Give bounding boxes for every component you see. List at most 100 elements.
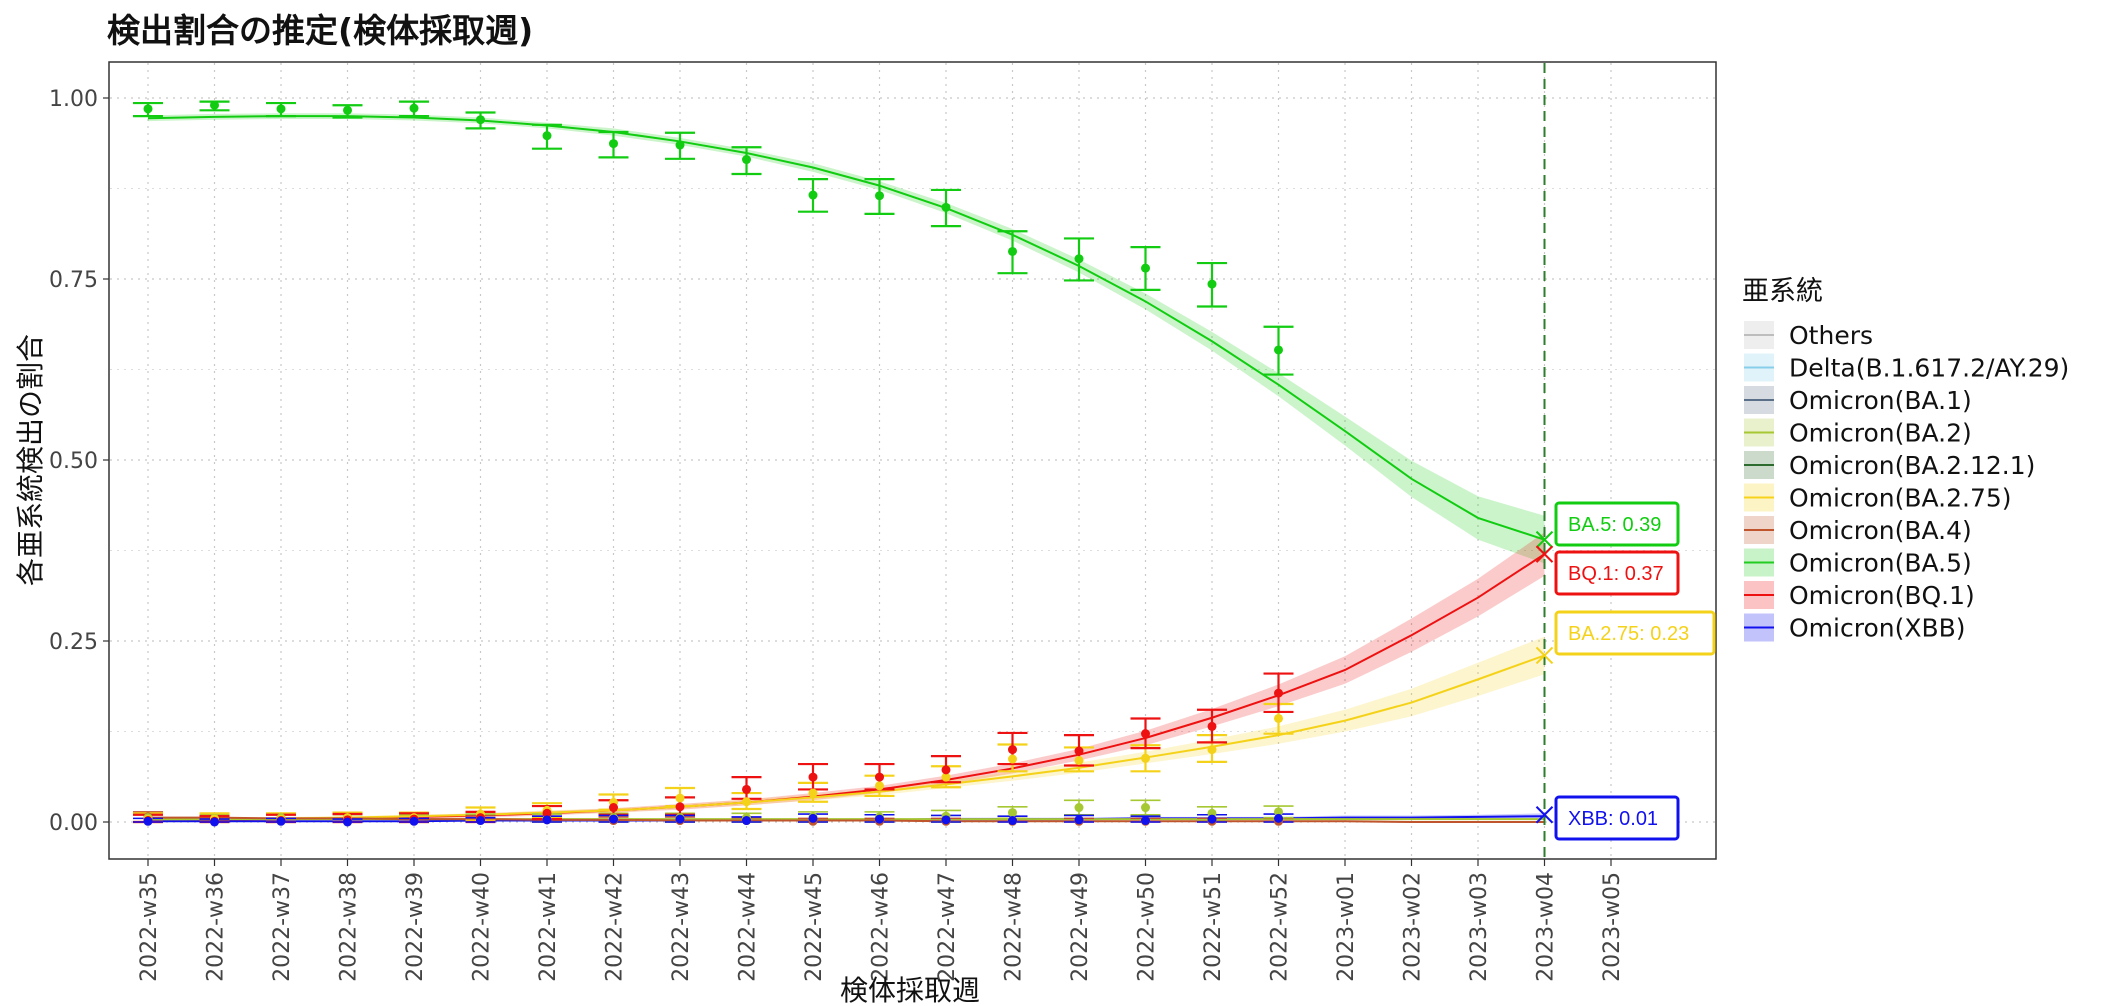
point-Omicron(BA.2.75): [675, 793, 685, 803]
point-Omicron(XBB): [143, 816, 153, 826]
point-Omicron(BA.2): [1074, 803, 1084, 813]
point-Omicron(XBB): [542, 815, 552, 825]
x-tick-label: 2023-w02: [1401, 872, 1426, 982]
point-Omicron(BQ.1): [808, 772, 818, 782]
legend-label: Delta(B.1.617.2/AY.29): [1789, 354, 2069, 383]
point-Omicron(BA.5): [609, 139, 618, 149]
x-tick-label: 2022-w42: [603, 872, 628, 982]
annotation-text: BA.2.75: 0.23: [1568, 623, 1689, 645]
point-Omicron(BQ.1): [1207, 721, 1217, 731]
point-Omicron(XBB): [210, 817, 219, 827]
point-Omicron(BA.5): [675, 140, 685, 150]
point-Omicron(BA.2.75): [941, 772, 951, 782]
point-Omicron(BA.5): [476, 115, 485, 125]
point-Omicron(BA.2): [1141, 803, 1150, 813]
annotation-BA.2.75: 0.23: BA.2.75: 0.23: [1554, 610, 1716, 656]
legend-label: Others: [1789, 321, 1873, 350]
legend-label: Omicron(BA.2.12.1): [1789, 451, 2035, 480]
point-Omicron(BA.5): [143, 104, 153, 114]
point-Omicron(BA.5): [409, 103, 419, 113]
y-tick-label: 0.50: [49, 449, 98, 474]
point-Omicron(XBB): [343, 817, 352, 827]
annotation-box: [1554, 550, 1680, 596]
point-Omicron(BA.5): [1274, 345, 1283, 355]
annotation-XBB: 0.01: XBB: 0.01: [1554, 795, 1680, 841]
x-tick-label: 2022-w35: [137, 872, 162, 982]
point-Omicron(BQ.1): [542, 808, 552, 818]
point-Omicron(BA.2.75): [742, 797, 751, 807]
annotation-BA.5: 0.39: BA.5: 0.39: [1554, 501, 1680, 547]
plot-panel: [108, 61, 1717, 860]
x-tick-label: 2022-w36: [204, 872, 229, 982]
point-Omicron(BQ.1): [1141, 729, 1150, 739]
legend-label: Omicron(BA.5): [1789, 549, 1972, 578]
y-tick-label: 1.00: [49, 87, 98, 112]
legend-label: Omicron(BQ.1): [1789, 581, 1975, 610]
x-tick-label: 2022-w43: [669, 872, 694, 982]
x-marker-stroke: [1535, 545, 1554, 563]
point-Omicron(XBB): [675, 814, 685, 824]
legend-key-Omicron(BA.5): [1744, 548, 1774, 577]
point-Omicron(XBB): [941, 815, 951, 825]
point-Omicron(BQ.1): [742, 784, 751, 794]
x-tick-label: 2022-w44: [736, 872, 761, 982]
y-tick-label: 0.00: [49, 811, 98, 836]
x-tick-label: 2022-w41: [536, 872, 561, 982]
annotation-text: BQ.1: 0.37: [1568, 563, 1664, 585]
point-Omicron(BQ.1): [675, 802, 685, 812]
point-Omicron(BA.5): [875, 191, 884, 201]
point-Omicron(BA.5): [941, 202, 951, 212]
y-axis-ticks: 1.00 0.75 0.50 0.25 0.00: [49, 87, 109, 836]
point-Omicron(BA.2.75): [1274, 713, 1283, 723]
annotation-text: XBB: 0.01: [1568, 808, 1658, 830]
point-Omicron(XBB): [1074, 815, 1084, 825]
y-tick-label: 0.75: [49, 268, 98, 293]
point-Omicron(BQ.1): [941, 765, 951, 775]
point-Omicron(BA.5): [808, 190, 818, 200]
legend-key-Omicron(BA.2.75): [1744, 483, 1774, 512]
legend-label: Omicron(BA.1): [1789, 386, 1972, 415]
x-marker-BQ.1: 0.37: [1535, 545, 1554, 563]
annotation-text: BA.5: 0.39: [1568, 514, 1661, 536]
observed-points: [143, 100, 1283, 827]
point-Omicron(XBB): [276, 816, 286, 826]
legend: Others Delta(B.1.617.2/AY.29) Omicron(BA.1…: [1744, 321, 2069, 643]
x-tick-label: 2022-w52: [1268, 872, 1293, 982]
x-tick-label: 2022-w46: [869, 872, 894, 982]
legend-label: Omicron(XBB): [1789, 614, 1966, 643]
legend-key-Omicron(BA.4): [1744, 516, 1774, 544]
point-Omicron(BA.2.75): [1207, 745, 1217, 755]
point-Omicron(BQ.1): [1008, 745, 1017, 755]
legend-key-Omicron(BQ.1): [1744, 581, 1774, 609]
x-tick-label: 2023-w05: [1600, 872, 1625, 982]
point-Omicron(BQ.1): [1074, 746, 1084, 756]
point-Omicron(XBB): [875, 814, 884, 824]
value-annotations: BA.5: 0.39 BQ.1: 0.37 BA.2.75: 0.23 XBB: 0.…: [1554, 501, 1716, 841]
point-Omicron(BA.2.75): [1008, 754, 1017, 764]
fitted-lines: [147, 115, 1546, 823]
x-marker-stroke: [1535, 646, 1554, 665]
point-Omicron(XBB): [1141, 816, 1150, 826]
point-Omicron(BA.5): [210, 100, 219, 110]
point-Omicron(BA.2.75): [808, 788, 818, 798]
point-Omicron(BA.5): [343, 105, 352, 115]
legend-key-Omicron(XBB): [1744, 613, 1774, 642]
line-Omicron(BA.2.75): [147, 654, 1545, 821]
legend-title: 亜系統: [1742, 276, 1823, 307]
point-Omicron(BQ.1): [1274, 688, 1283, 698]
point-Omicron(BA.5): [1207, 279, 1217, 289]
point-Omicron(BA.2): [1274, 807, 1283, 817]
x-marker-XBB: 0.01: [1535, 806, 1554, 824]
legend-label: Omicron(BA.2.75): [1789, 484, 2012, 513]
point-Omicron(BA.2): [1008, 808, 1017, 818]
legend-key-Others: [1744, 321, 1774, 349]
x-tick-label: 2022-w48: [1002, 872, 1027, 982]
point-Omicron(XBB): [409, 816, 419, 826]
x-marker-stroke: [1535, 530, 1554, 549]
point-Omicron(BQ.1): [609, 803, 618, 813]
x-tick-label: 2022-w39: [403, 872, 428, 982]
point-Omicron(BQ.1): [875, 772, 884, 782]
point-Omicron(BA.2.75): [1141, 753, 1150, 763]
point-Omicron(BA.5): [742, 155, 751, 165]
x-tick-label: 2022-w40: [470, 872, 495, 982]
